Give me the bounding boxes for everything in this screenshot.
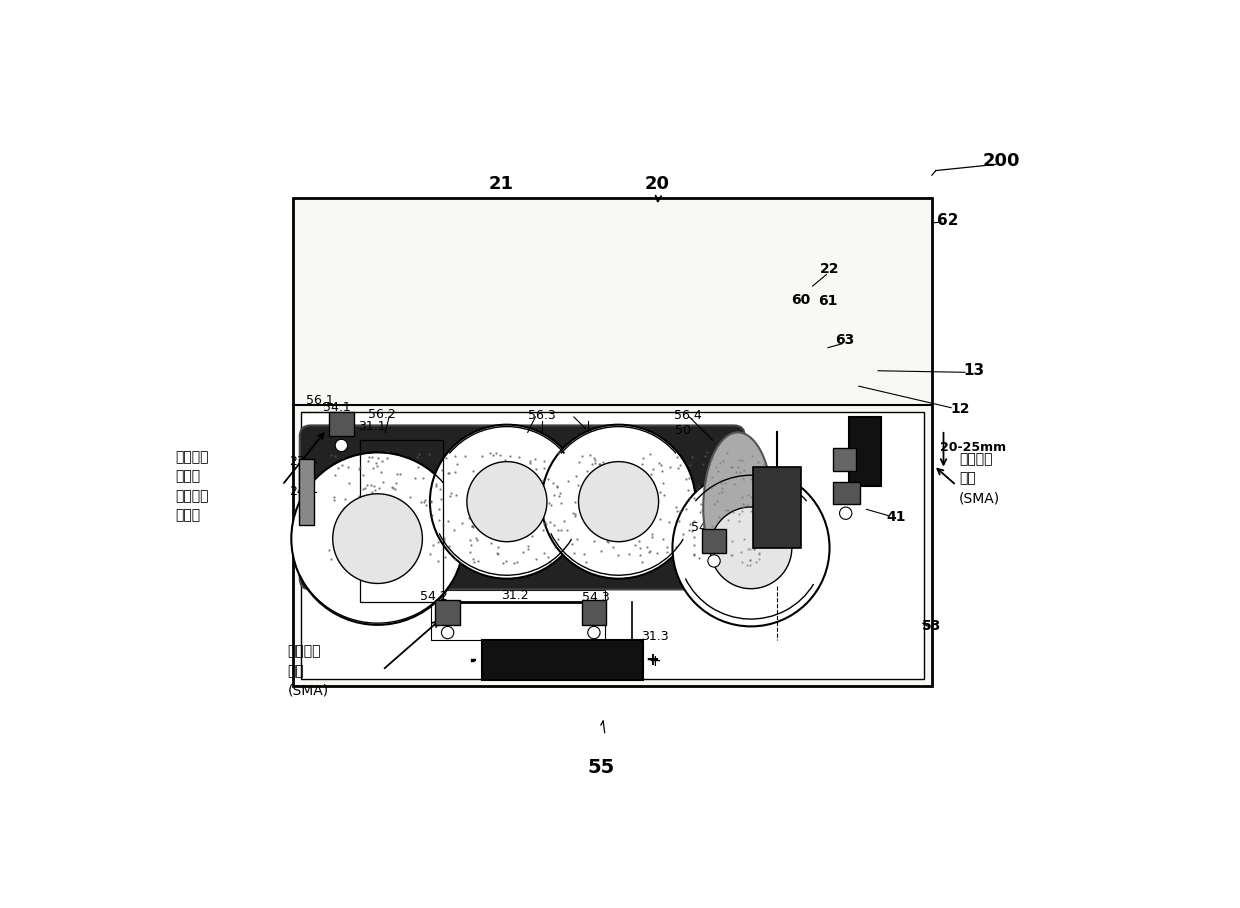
Text: 54.1: 54.1 xyxy=(322,401,351,414)
Circle shape xyxy=(542,425,696,578)
Text: -: - xyxy=(470,654,475,668)
Text: 20-25mm: 20-25mm xyxy=(940,441,1006,454)
Text: 31.1: 31.1 xyxy=(358,420,386,433)
Bar xyxy=(299,459,315,525)
Text: 形状记忆
合金
(SMA): 形状记忆 合金 (SMA) xyxy=(288,645,329,697)
Bar xyxy=(435,600,460,625)
Text: +: + xyxy=(646,651,660,669)
Bar xyxy=(329,411,353,436)
Text: 60: 60 xyxy=(791,293,810,307)
Text: 54.4: 54.4 xyxy=(691,520,719,534)
Circle shape xyxy=(839,507,852,519)
Circle shape xyxy=(335,439,347,451)
Text: 56.1: 56.1 xyxy=(306,393,334,407)
Circle shape xyxy=(579,461,658,542)
Text: 24: 24 xyxy=(289,485,305,498)
Bar xyxy=(833,448,857,471)
Bar xyxy=(849,417,882,487)
Text: 25.2: 25.2 xyxy=(490,494,523,509)
Text: 50: 50 xyxy=(676,424,691,438)
Text: 形状记忆
合金
(SMA): 形状记忆 合金 (SMA) xyxy=(959,452,999,505)
Text: 带有电气
开关的
面罩掉落
点模块: 带有电气 开关的 面罩掉落 点模块 xyxy=(175,450,208,522)
Text: +: + xyxy=(649,654,661,668)
Circle shape xyxy=(588,627,600,638)
Text: 22: 22 xyxy=(820,262,839,276)
Circle shape xyxy=(711,507,792,588)
Circle shape xyxy=(332,494,423,584)
Text: 31.2: 31.2 xyxy=(501,589,528,602)
Bar xyxy=(702,528,727,553)
Text: 56.2: 56.2 xyxy=(367,409,396,421)
Bar xyxy=(432,590,605,640)
Circle shape xyxy=(672,469,830,627)
Text: -: - xyxy=(469,651,476,669)
Text: 31.3: 31.3 xyxy=(641,630,668,643)
Text: 63: 63 xyxy=(836,333,854,347)
Circle shape xyxy=(467,461,547,542)
Text: 20: 20 xyxy=(645,175,670,193)
Text: 25.4: 25.4 xyxy=(734,540,768,556)
Text: 55: 55 xyxy=(588,758,615,777)
Text: 53: 53 xyxy=(923,619,941,634)
Text: 28V DC: 28V DC xyxy=(536,648,593,663)
Text: 54.2: 54.2 xyxy=(420,590,448,603)
Text: 56.3: 56.3 xyxy=(528,409,556,422)
Text: 12: 12 xyxy=(951,402,970,416)
Bar xyxy=(582,600,606,625)
Text: 62: 62 xyxy=(936,213,959,228)
Text: 200: 200 xyxy=(982,153,1021,171)
Text: 25.3: 25.3 xyxy=(601,494,635,509)
Bar xyxy=(293,198,932,686)
Bar xyxy=(300,411,924,679)
Bar xyxy=(833,482,861,504)
Text: 21: 21 xyxy=(489,175,513,193)
Text: 13: 13 xyxy=(963,363,985,379)
Ellipse shape xyxy=(703,432,773,583)
Circle shape xyxy=(708,555,720,568)
FancyBboxPatch shape xyxy=(300,426,745,589)
Text: 31.4: 31.4 xyxy=(728,535,755,548)
Text: 61: 61 xyxy=(818,294,838,309)
Bar xyxy=(481,640,644,680)
Text: 41: 41 xyxy=(887,510,905,524)
Circle shape xyxy=(441,627,454,638)
Text: 54.3: 54.3 xyxy=(582,591,609,605)
Text: 56.4: 56.4 xyxy=(675,409,702,422)
Text: 23: 23 xyxy=(289,455,305,469)
Circle shape xyxy=(291,452,464,625)
Circle shape xyxy=(430,425,584,578)
Text: 25.1: 25.1 xyxy=(361,531,394,546)
Bar xyxy=(754,467,801,548)
